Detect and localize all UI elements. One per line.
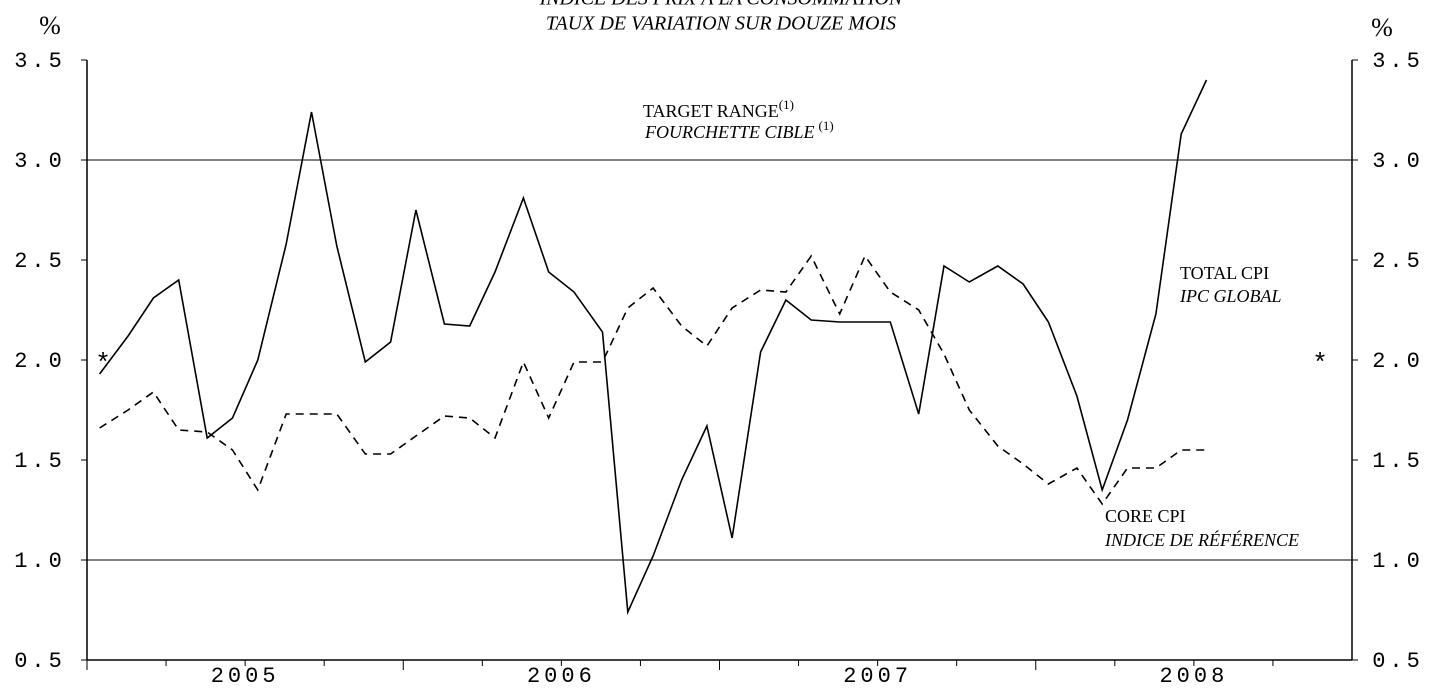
x-tick-label: 2008 bbox=[1159, 664, 1228, 688]
series-label: TOTAL CPI bbox=[1180, 263, 1269, 283]
y2-tick-label: 2.5 bbox=[1372, 249, 1424, 274]
y2-tick-label: 3.5 bbox=[1372, 49, 1424, 74]
marker: * bbox=[1312, 349, 1332, 379]
series-label: CORE CPI bbox=[1105, 506, 1186, 526]
target-note: (1) bbox=[819, 118, 834, 133]
y-tick-label: 1.5 bbox=[14, 449, 66, 474]
y-tick-label: 3.0 bbox=[14, 149, 66, 174]
target-label-fr-text: FOURCHETTE CIBLE bbox=[644, 122, 815, 142]
target-note: (1) bbox=[779, 97, 794, 112]
marker: * bbox=[95, 349, 115, 379]
y2-tick-label: 2.0 bbox=[1372, 349, 1424, 374]
y-tick-label: 3.5 bbox=[14, 49, 66, 74]
chart-title: INDICE DES PRIX À LA CONSOMMATION bbox=[539, 0, 904, 10]
target-label: TARGET RANGE(1) bbox=[643, 97, 794, 121]
y2-tick-label: 0.5 bbox=[1372, 649, 1424, 674]
y-tick-label: 0.5 bbox=[14, 649, 66, 674]
series-label-fr: INDICE DE RÉFÉRENCE bbox=[1104, 529, 1299, 550]
series-line bbox=[98, 79, 1208, 616]
y-tick-label: 2.0 bbox=[14, 349, 66, 374]
x-tick-label: 2006 bbox=[527, 664, 596, 688]
series-label-fr: IPC GLOBAL bbox=[1179, 286, 1282, 306]
y-axis-label: % bbox=[39, 11, 61, 40]
y2-tick-label: 1.0 bbox=[1372, 549, 1424, 574]
x-tick-label: 2005 bbox=[211, 664, 280, 688]
target-label-text: TARGET RANGE bbox=[643, 101, 779, 121]
y2-tick-label: 1.5 bbox=[1372, 449, 1424, 474]
y2-tick-label: 3.0 bbox=[1372, 149, 1424, 174]
y2-axis-label: % bbox=[1371, 13, 1393, 42]
target-label-fr: FOURCHETTE CIBLE (1) bbox=[644, 118, 834, 142]
series-line bbox=[99, 254, 1207, 506]
chart-subtitle: TAUX DE VARIATION SUR DOUZE MOIS bbox=[546, 13, 896, 35]
y-tick-label: 2.5 bbox=[14, 249, 66, 274]
x-tick-label: 2007 bbox=[843, 664, 912, 688]
y-tick-label: 1.0 bbox=[14, 549, 66, 574]
